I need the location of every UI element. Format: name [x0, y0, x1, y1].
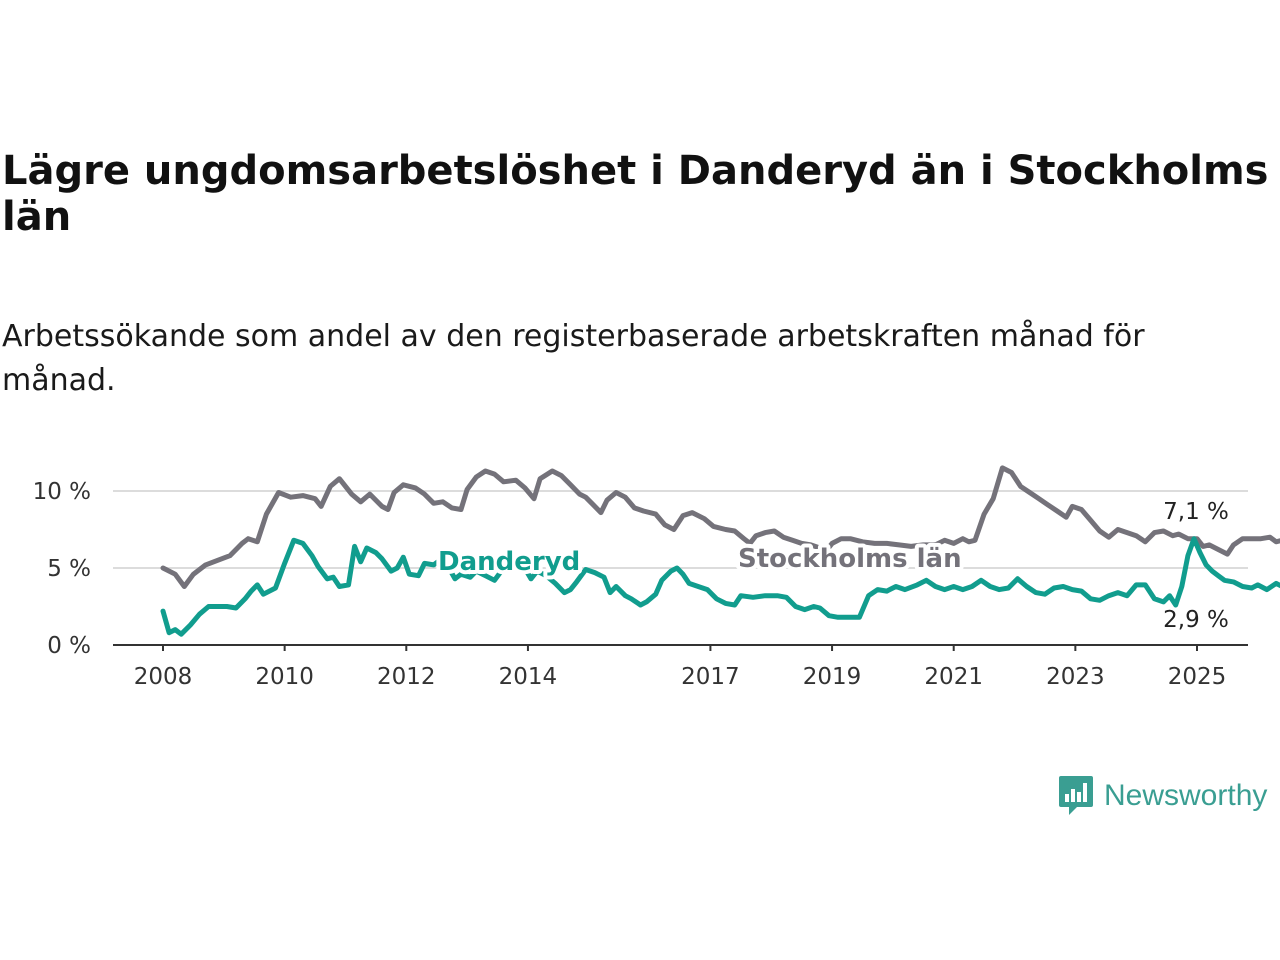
series-lines [160, 465, 1280, 637]
end-value-label-stockholms-lan: 7,1 % [1163, 499, 1229, 525]
series-label-stockholms-lan: Stockholms län [738, 544, 962, 574]
y-tick-label: 10 % [33, 479, 91, 505]
y-axis: 0 % 5 % 10 % [33, 479, 91, 659]
newsworthy-logo-icon [1059, 776, 1093, 815]
x-tick-label: 2019 [803, 664, 862, 690]
x-tick-label: 2017 [681, 664, 740, 690]
x-tick-label: 2014 [499, 664, 558, 690]
x-tick-label: 2008 [134, 664, 193, 690]
gridlines [113, 490, 1248, 569]
x-axis: 2008 2010 2012 2014 2017 2019 2021 2023 2025 [113, 644, 1248, 690]
x-tick-label: 2023 [1046, 664, 1105, 690]
series-line-0 [160, 465, 1280, 589]
x-tick-label: 2012 [377, 664, 436, 690]
x-tick-label: 2025 [1168, 664, 1227, 690]
series-labels: Stockholms län Danderyd 7,1 % 2,9 % [434, 499, 1229, 633]
y-tick-label: 0 % [47, 633, 91, 659]
line-chart: 0 %5 %10 % 2008 2010 2012 2014 2017 2019 2021 2… [33, 465, 1280, 690]
y-tick-label: 5 % [47, 556, 91, 582]
chart-title: Lägre ungdomsarbetslöshet i Danderyd än … [2, 148, 1269, 240]
x-tick-label: 2021 [924, 664, 983, 690]
newsworthy-brand: Newsworthy [1058, 774, 1267, 818]
chart-subtitle: Arbetssökande som andel av den registerb… [2, 319, 1145, 398]
series-line-1 [160, 536, 1280, 637]
x-tick-label: 2010 [255, 664, 314, 690]
end-value-label-danderyd: 2,9 % [1163, 607, 1229, 633]
series-label-danderyd: Danderyd [438, 547, 580, 577]
brand-name: Newsworthy [1104, 779, 1268, 812]
